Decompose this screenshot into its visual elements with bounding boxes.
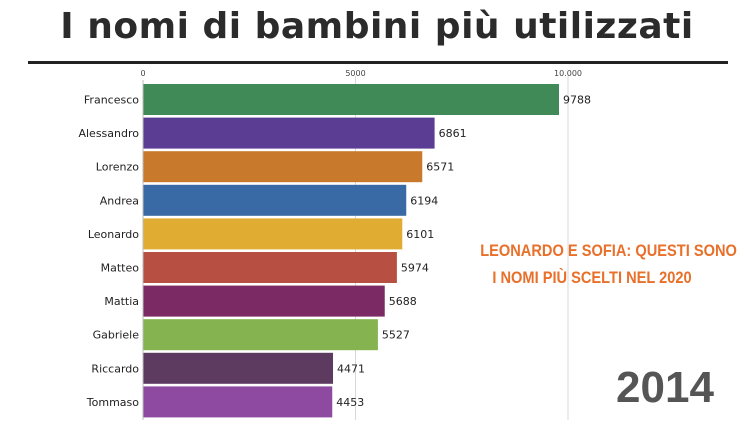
bar bbox=[143, 84, 559, 115]
category-label: Alessandro bbox=[78, 127, 139, 140]
bar bbox=[143, 184, 407, 216]
category-label: Riccardo bbox=[91, 362, 139, 375]
value-label: 5974 bbox=[401, 262, 429, 275]
bar bbox=[143, 352, 334, 384]
year-label: 2014 bbox=[616, 363, 714, 412]
chart-title: I nomi di bambini più utilizzati bbox=[60, 6, 694, 47]
value-label: 9788 bbox=[563, 94, 591, 107]
bar bbox=[143, 117, 435, 149]
x-tick-label: 0 bbox=[140, 69, 145, 78]
value-label: 5527 bbox=[382, 329, 410, 342]
annotation-line-2: i nomi più scelti nel 2020 bbox=[492, 268, 692, 287]
bar bbox=[143, 151, 423, 183]
category-label: Matteo bbox=[101, 262, 140, 275]
bar bbox=[143, 319, 378, 351]
bar bbox=[143, 252, 397, 283]
annotation-line-1: Leonardo e Sofia: questi sono bbox=[480, 241, 737, 260]
annotation-text: Leonardo e Sofia: questi sono i nomi più… bbox=[480, 237, 737, 291]
category-label: Tommaso bbox=[86, 396, 139, 409]
title-underline bbox=[28, 61, 728, 64]
bar bbox=[143, 285, 385, 317]
category-label: Gabriele bbox=[93, 329, 140, 342]
value-label: 4471 bbox=[337, 362, 365, 375]
x-tick-label: 10.000 bbox=[554, 69, 582, 78]
category-label: Andrea bbox=[100, 194, 139, 207]
x-tick-label: 5000 bbox=[345, 69, 365, 78]
category-label: Leonardo bbox=[88, 228, 139, 241]
value-label: 6101 bbox=[406, 228, 434, 241]
category-label: Mattia bbox=[104, 295, 139, 308]
value-label: 6571 bbox=[426, 161, 454, 174]
value-label: 6861 bbox=[439, 127, 467, 140]
value-label: 4453 bbox=[336, 396, 364, 409]
value-label: 6194 bbox=[410, 194, 438, 207]
value-label: 5688 bbox=[389, 295, 417, 308]
bar bbox=[143, 386, 333, 418]
category-label: Lorenzo bbox=[96, 161, 139, 174]
bar bbox=[143, 218, 403, 250]
category-label: Francesco bbox=[84, 94, 139, 107]
